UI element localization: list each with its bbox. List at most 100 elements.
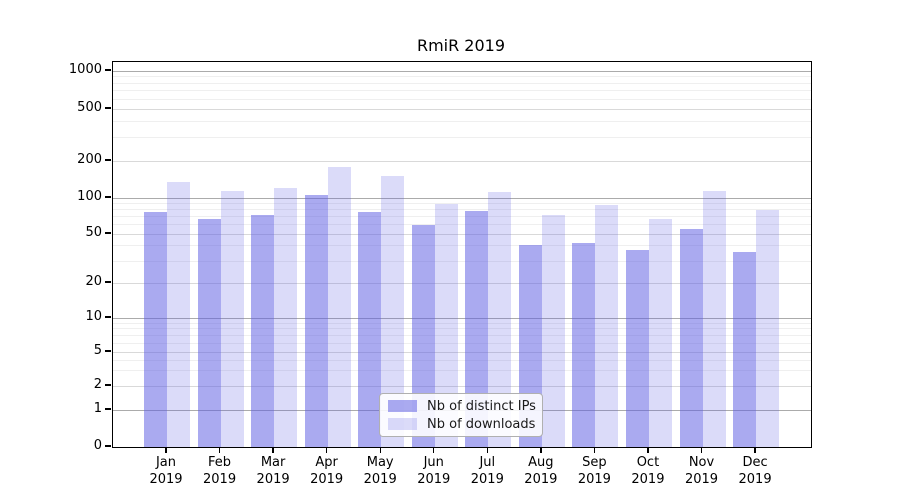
x-tick-label: Sep 2019	[566, 454, 622, 488]
gridline-decade	[113, 317, 811, 319]
x-tick-mark	[433, 447, 435, 453]
x-tick-mark	[272, 447, 274, 453]
legend-item-distinct-ips: Nb of distinct IPs	[388, 399, 536, 414]
x-tick-label: Nov 2019	[674, 454, 730, 488]
gridline-minor	[113, 322, 811, 324]
bar-downloads	[434, 204, 458, 447]
bar-downloads	[274, 188, 298, 447]
y-tick-mark	[105, 281, 111, 283]
y-tick-label: 20	[85, 274, 102, 289]
x-tick-mark	[486, 447, 488, 453]
gridline-minor	[113, 245, 811, 247]
gridline-minor	[113, 209, 811, 211]
x-tick-mark	[218, 447, 221, 453]
x-tick-label: Feb 2019	[192, 454, 248, 488]
gridline-minor	[113, 202, 811, 204]
y-tick-label: 10	[85, 309, 102, 324]
x-tick-year: 2019	[417, 472, 451, 487]
x-tick-mark	[647, 447, 649, 453]
legend-label: Nb of downloads	[427, 416, 536, 432]
y-tick-mark	[105, 232, 111, 234]
x-tick-year: 2019	[631, 472, 665, 487]
bar-downloads	[167, 181, 190, 447]
gridline-minor	[113, 224, 811, 226]
x-tick-mark	[593, 447, 596, 453]
x-tick-label: Jul 2019	[459, 454, 515, 488]
gridline-mid	[113, 233, 811, 235]
y-tick-mark	[105, 196, 111, 198]
x-tick-month: Oct	[636, 455, 660, 470]
bar-downloads	[756, 210, 780, 447]
y-tick-mark	[105, 159, 111, 161]
bar-downloads	[220, 191, 244, 447]
y-tick-mark	[105, 107, 111, 109]
x-tick-mark	[379, 447, 381, 453]
x-tick-month: Mar	[260, 455, 286, 470]
x-tick-year: 2019	[738, 472, 772, 487]
y-tick-label: 1000	[68, 62, 102, 77]
x-tick-month: Feb	[208, 455, 232, 470]
x-tick-month: Nov	[688, 455, 715, 470]
x-tick-year: 2019	[577, 472, 611, 487]
y-tick-mark	[105, 408, 111, 410]
x-tick-mark	[165, 447, 167, 453]
bar-distinct-ips	[144, 211, 167, 447]
x-tick-month: Sep	[582, 455, 607, 470]
y-tick-label: 1	[93, 401, 102, 416]
gridline-mid	[113, 160, 811, 162]
bar-distinct-ips	[733, 251, 757, 447]
gridline-minor	[113, 121, 811, 123]
y-tick-mark	[105, 316, 111, 318]
gridline-minor	[113, 334, 811, 336]
gridline-decade	[113, 70, 811, 72]
gridline-mid	[113, 385, 811, 387]
x-tick-label: Aug 2019	[513, 454, 569, 488]
x-tick-month: Apr	[315, 455, 338, 470]
x-tick-month: Dec	[742, 455, 768, 470]
bar-distinct-ips	[251, 215, 275, 447]
x-tick-year: 2019	[684, 472, 719, 487]
bar-downloads	[595, 204, 619, 447]
x-tick-month: Aug	[528, 455, 554, 470]
gridline-minor	[113, 370, 811, 372]
bar-distinct-ips	[358, 211, 382, 447]
bar-distinct-ips	[465, 210, 489, 447]
legend: Nb of distinct IPs Nb of downloads	[379, 393, 543, 437]
gridline-minor	[113, 260, 811, 262]
y-tick-mark	[105, 384, 111, 386]
gridline-mid	[113, 282, 811, 284]
y-tick-label: 50	[85, 225, 102, 240]
bar-distinct-ips	[625, 250, 649, 447]
x-tick-month: Jun	[423, 455, 444, 470]
y-tick-label: 100	[77, 189, 102, 204]
x-tick-label: Dec 2019	[727, 454, 783, 488]
y-tick-mark	[105, 69, 111, 71]
gridline-minor	[113, 98, 811, 100]
gridline-minor	[113, 82, 811, 84]
x-tick-year: 2019	[203, 472, 237, 487]
x-tick-label: Mar 2019	[245, 454, 301, 488]
x-tick-year: 2019	[149, 472, 183, 487]
gridline-minor	[113, 216, 811, 218]
x-tick-label: Jun 2019	[406, 454, 462, 488]
bar-distinct-ips	[304, 195, 328, 447]
y-tick-label: 0	[93, 438, 102, 453]
x-tick-mark	[700, 447, 703, 453]
bar-distinct-ips	[679, 229, 703, 447]
x-tick-label: Jan 2019	[138, 454, 194, 488]
x-tick-year: 2019	[363, 472, 397, 487]
x-tick-year: 2019	[256, 472, 290, 487]
bar-downloads	[702, 190, 726, 447]
gridline-minor	[113, 76, 811, 78]
bar-distinct-ips	[197, 218, 221, 447]
x-tick-year: 2019	[470, 472, 504, 487]
x-tick-mark	[540, 447, 542, 453]
x-tick-month: May	[366, 455, 394, 470]
x-tick-month: Jul	[479, 455, 496, 470]
bar-downloads	[381, 176, 405, 447]
legend-swatch-downloads	[388, 418, 417, 430]
plot-area	[112, 61, 812, 448]
gridline-decade	[113, 197, 811, 199]
gridline-minor	[113, 342, 811, 344]
